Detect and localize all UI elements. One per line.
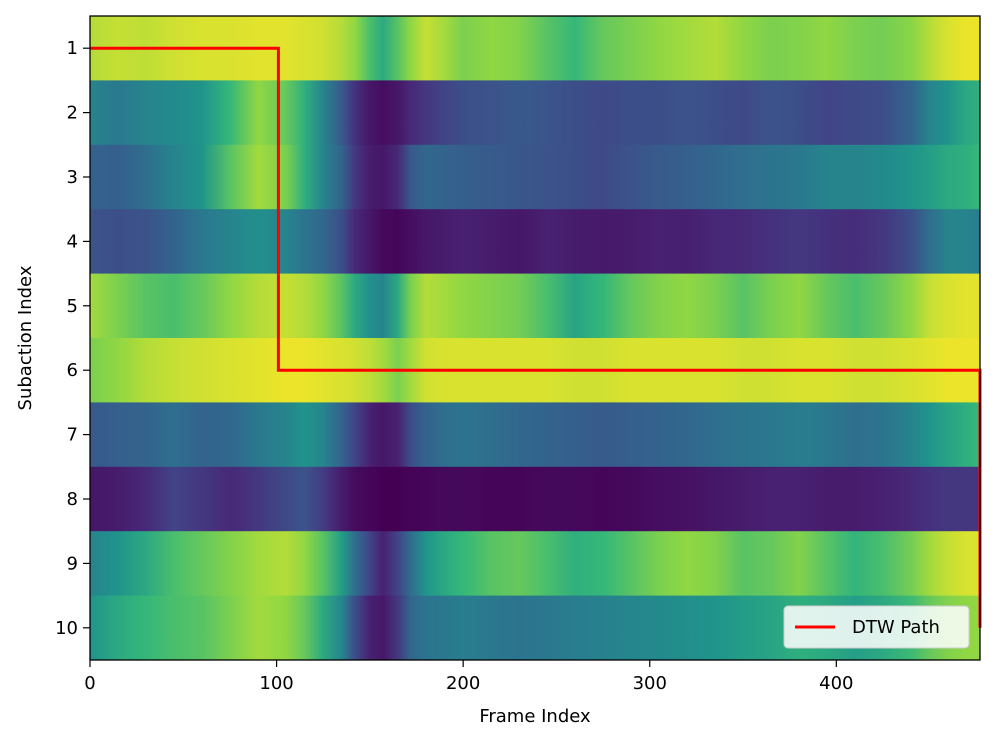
y-tick-label: 10 xyxy=(55,618,78,639)
x-tick-label: 300 xyxy=(633,673,667,694)
y-axis-ticks: 1 2 3 4 5 6 7 8 9 10 xyxy=(55,38,90,639)
y-tick-label: 3 xyxy=(67,167,78,188)
heatmap-row-3 xyxy=(90,144,980,210)
heatmap-row-5 xyxy=(90,273,980,339)
y-tick-label: 5 xyxy=(67,296,78,317)
heatmap-row-7 xyxy=(90,402,980,468)
plot-frame xyxy=(89,15,981,661)
x-tick-label: 100 xyxy=(259,673,293,694)
y-tick-label: 9 xyxy=(67,553,78,574)
heatmap-row-8 xyxy=(90,466,980,532)
heatmap-rows xyxy=(90,16,980,661)
x-tick-label: 400 xyxy=(819,673,853,694)
x-axis-ticks: 0 100 200 300 400 xyxy=(84,660,854,694)
heatmap-row-4 xyxy=(90,209,980,275)
y-tick-label: 1 xyxy=(67,38,78,59)
legend: DTW Path xyxy=(783,605,970,649)
heatmap-row-9 xyxy=(90,531,980,597)
x-tick-label: 0 xyxy=(84,673,95,694)
y-tick-label: 4 xyxy=(67,231,78,252)
y-tick-label: 6 xyxy=(67,360,78,381)
x-tick-label: 200 xyxy=(446,673,480,694)
legend-label-dtw-path: DTW Path xyxy=(852,617,940,638)
y-tick-label: 2 xyxy=(67,103,78,124)
y-tick-label: 7 xyxy=(67,425,78,446)
x-axis-label: Frame Index xyxy=(479,706,591,727)
heatmap-row-2 xyxy=(90,80,980,146)
y-axis-label: Subaction Index xyxy=(15,265,36,410)
legend-box xyxy=(783,605,970,649)
y-tick-label: 8 xyxy=(67,489,78,510)
